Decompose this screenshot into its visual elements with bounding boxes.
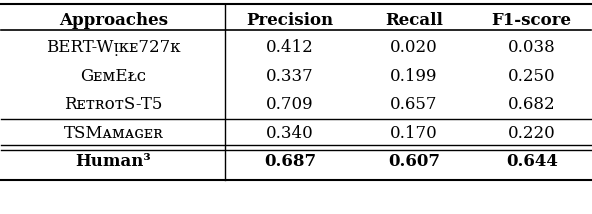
Text: 0.644: 0.644 — [506, 153, 558, 170]
Text: 0.340: 0.340 — [266, 125, 314, 142]
Text: GᴇᴍEᴌᴄ: GᴇᴍEᴌᴄ — [81, 68, 146, 85]
Text: Approaches: Approaches — [59, 12, 168, 29]
Text: Precision: Precision — [246, 12, 334, 29]
Text: 0.682: 0.682 — [508, 96, 555, 113]
Text: 0.199: 0.199 — [390, 68, 437, 85]
Text: 0.038: 0.038 — [508, 39, 555, 56]
Text: 0.250: 0.250 — [508, 68, 555, 85]
Text: F1-score: F1-score — [492, 12, 572, 29]
Text: Recall: Recall — [385, 12, 443, 29]
Text: 0.220: 0.220 — [508, 125, 555, 142]
Text: TSMᴀᴍᴀɢᴇʀ: TSMᴀᴍᴀɢᴇʀ — [63, 125, 163, 142]
Text: RᴇᴛʀᴏᴛS-T5: RᴇᴛʀᴏᴛS-T5 — [64, 96, 163, 113]
Text: 0.607: 0.607 — [388, 153, 440, 170]
Text: 0.709: 0.709 — [266, 96, 314, 113]
Text: 0.412: 0.412 — [266, 39, 314, 56]
Text: BERT-Wᴉᴋᴇ727ᴋ: BERT-Wᴉᴋᴇ727ᴋ — [46, 39, 181, 56]
Text: 0.657: 0.657 — [390, 96, 437, 113]
Text: Human³: Human³ — [76, 153, 151, 170]
Text: 0.020: 0.020 — [390, 39, 437, 56]
Text: 0.170: 0.170 — [390, 125, 437, 142]
Text: 0.687: 0.687 — [264, 153, 316, 170]
Text: 0.337: 0.337 — [266, 68, 314, 85]
